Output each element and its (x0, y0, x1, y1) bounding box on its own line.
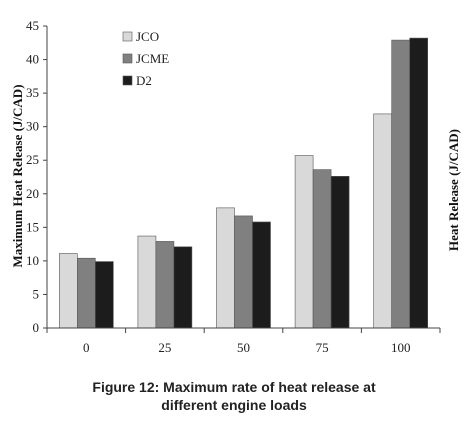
bar-d2-75 (330, 176, 350, 329)
bar-jco-75 (294, 155, 314, 329)
x-tick-label: 0 (83, 340, 90, 355)
x-axis-ticks: 0 25 50 75 100 (46, 328, 441, 355)
y-tick-label: 25 (26, 152, 39, 167)
legend-swatch-jco (122, 31, 133, 42)
legend-swatch-d2 (122, 75, 133, 86)
bar-jcme-25 (155, 241, 175, 329)
bar-d2-25 (173, 246, 193, 329)
y-tick-label: 10 (26, 253, 39, 268)
bar-jcme-75 (312, 169, 332, 329)
y-axis-ticks: 0 5 10 15 20 25 30 35 40 45 (26, 18, 47, 335)
x-tick-label: 100 (391, 340, 411, 355)
y-tick-label: 5 (33, 286, 40, 301)
y-tick-label: 40 (26, 52, 39, 67)
y-axis-label: Maximum Heat Release (J/CAD) (10, 84, 25, 267)
legend-label-jco: JCO (136, 29, 159, 44)
bar-d2-0 (95, 261, 114, 329)
y-tick-label: 0 (33, 320, 40, 335)
bar-jcme-50 (234, 215, 253, 329)
x-tick-label: 50 (237, 340, 250, 355)
y-tick-label: 20 (26, 186, 39, 201)
bar-jco-0 (58, 253, 78, 329)
y-tick-label: 35 (26, 85, 39, 100)
figure-caption-line2: different engine loads (161, 397, 307, 413)
side-axis-label: Heat Release (J/CAD) (446, 129, 461, 251)
legend: JCO JCME D2 (122, 29, 169, 88)
y-tick-label: 30 (26, 119, 39, 134)
x-tick-label: 75 (316, 340, 329, 355)
bars (58, 37, 429, 329)
bar-jco-100 (373, 113, 393, 329)
y-tick-label: 45 (26, 18, 39, 33)
bar-jcme-100 (391, 39, 411, 329)
figure-caption-line1: Figure 12: Maximum rate of heat release … (92, 379, 376, 395)
bar-jco-50 (216, 207, 235, 329)
bar-d2-50 (252, 221, 271, 329)
legend-label-d2: D2 (136, 73, 152, 88)
bar-d2-100 (409, 37, 429, 329)
legend-label-jcme: JCME (136, 51, 169, 66)
y-tick-label: 15 (26, 219, 39, 234)
legend-swatch-jcme (122, 53, 133, 64)
bar-jco-25 (137, 235, 157, 329)
x-tick-label: 25 (158, 340, 171, 355)
bar-jcme-0 (77, 257, 96, 329)
